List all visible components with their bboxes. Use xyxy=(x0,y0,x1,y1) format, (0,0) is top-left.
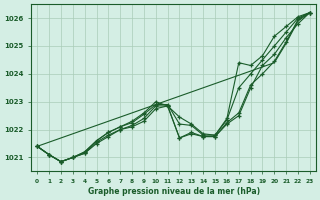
X-axis label: Graphe pression niveau de la mer (hPa): Graphe pression niveau de la mer (hPa) xyxy=(87,187,260,196)
